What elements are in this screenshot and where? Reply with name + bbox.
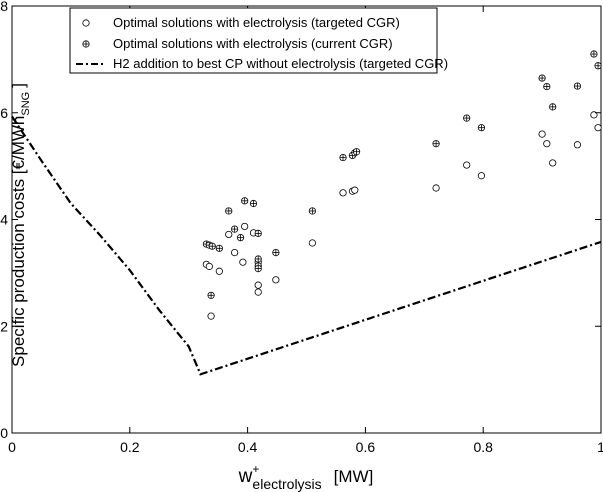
point-targeted-cgr <box>239 258 247 266</box>
point-current-cgr <box>590 50 598 58</box>
point-current-cgr <box>254 229 262 237</box>
point-targeted-cgr <box>207 312 215 320</box>
x-tick-label: 0 <box>8 439 16 455</box>
point-targeted-cgr <box>308 239 316 247</box>
point-current-cgr <box>538 74 546 82</box>
x-tick-label: 1 <box>597 439 603 455</box>
point-current-cgr <box>236 234 245 242</box>
point-current-cgr <box>339 153 347 162</box>
marker-layer <box>202 50 602 320</box>
y-axis-label: Specific production costs [€/MWhSNG] <box>9 83 32 367</box>
point-targeted-cgr <box>463 161 471 169</box>
y-tick-label: 40 <box>0 425 8 441</box>
point-targeted-cgr <box>231 248 239 257</box>
point-current-cgr <box>254 255 262 263</box>
point-current-cgr <box>352 148 361 156</box>
point-targeted-cgr <box>254 281 262 289</box>
point-targeted-cgr <box>225 230 233 239</box>
legend: Optimal solutions with electrolysis (tar… <box>69 7 448 74</box>
point-current-cgr <box>594 62 602 70</box>
point-current-cgr <box>225 207 233 215</box>
point-targeted-cgr <box>215 267 223 275</box>
point-targeted-cgr <box>272 276 280 284</box>
tick-layer: 0 0.2 0.4 0.6 0.8 1 40 42 44 46 48 <box>0 0 603 455</box>
point-current-cgr <box>249 199 258 208</box>
point-current-cgr <box>207 291 215 299</box>
point-targeted-cgr <box>351 186 359 194</box>
point-targeted-cgr <box>573 141 582 149</box>
x-tick-label: 0.6 <box>356 439 376 455</box>
point-current-cgr <box>308 207 316 215</box>
point-current-cgr <box>432 140 440 148</box>
line-series-layer <box>11 115 602 376</box>
series-line-h2-addition <box>11 115 602 376</box>
point-targeted-cgr <box>477 172 486 180</box>
point-current-cgr <box>463 114 471 122</box>
point-targeted-cgr <box>594 124 602 132</box>
point-current-cgr <box>231 225 239 233</box>
y-tick-label: 46 <box>0 105 8 121</box>
point-current-cgr <box>254 265 262 273</box>
point-current-cgr <box>241 197 249 205</box>
point-targeted-cgr <box>254 288 262 296</box>
point-targeted-cgr <box>432 184 440 192</box>
point-targeted-cgr <box>549 159 557 167</box>
point-current-cgr <box>215 244 223 252</box>
point-current-cgr <box>477 124 486 132</box>
point-current-cgr <box>272 248 280 257</box>
point-current-cgr <box>543 82 551 91</box>
legend-label-current: Optimal solutions with electrolysis (cur… <box>113 36 393 51</box>
y-tick-label: 42 <box>0 318 8 334</box>
point-targeted-cgr <box>339 189 347 197</box>
point-targeted-cgr <box>205 262 213 271</box>
y-tick-label: 48 <box>0 0 8 14</box>
x-tick-label: 0.8 <box>473 439 493 455</box>
legend-label-targeted: Optimal solutions with electrolysis (tar… <box>113 15 400 30</box>
legend-marker-targeted <box>82 19 90 27</box>
point-current-cgr <box>549 103 557 111</box>
point-targeted-cgr <box>543 140 551 148</box>
y-tick-label: 44 <box>0 212 8 228</box>
legend-box <box>69 7 438 74</box>
x-axis-label: w+ electrolysis [MW] <box>238 462 374 492</box>
point-targeted-cgr <box>241 222 249 231</box>
point-current-cgr <box>208 242 216 250</box>
x-tick-label: 0.4 <box>238 439 258 455</box>
point-targeted-cgr <box>538 130 546 138</box>
x-tick-label: 0.2 <box>120 439 140 455</box>
legend-label-h2: H2 addition to best CP without electroly… <box>113 56 448 71</box>
legend-marker-current <box>82 40 90 48</box>
point-targeted-cgr <box>590 111 598 119</box>
point-current-cgr <box>573 82 582 90</box>
